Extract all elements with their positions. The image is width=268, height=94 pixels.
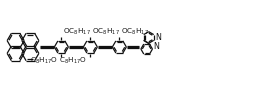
Text: C$_8$H$_{17}$O: C$_8$H$_{17}$O	[59, 56, 87, 66]
Text: N: N	[155, 33, 161, 42]
Text: C$_8$H$_{17}$O: C$_8$H$_{17}$O	[30, 56, 58, 66]
Text: OC$_8$H$_{17}$: OC$_8$H$_{17}$	[121, 27, 149, 37]
Text: N: N	[153, 42, 159, 51]
Text: OC$_8$H$_{17}$: OC$_8$H$_{17}$	[92, 27, 120, 37]
Text: OC$_8$H$_{17}$: OC$_8$H$_{17}$	[63, 27, 91, 37]
